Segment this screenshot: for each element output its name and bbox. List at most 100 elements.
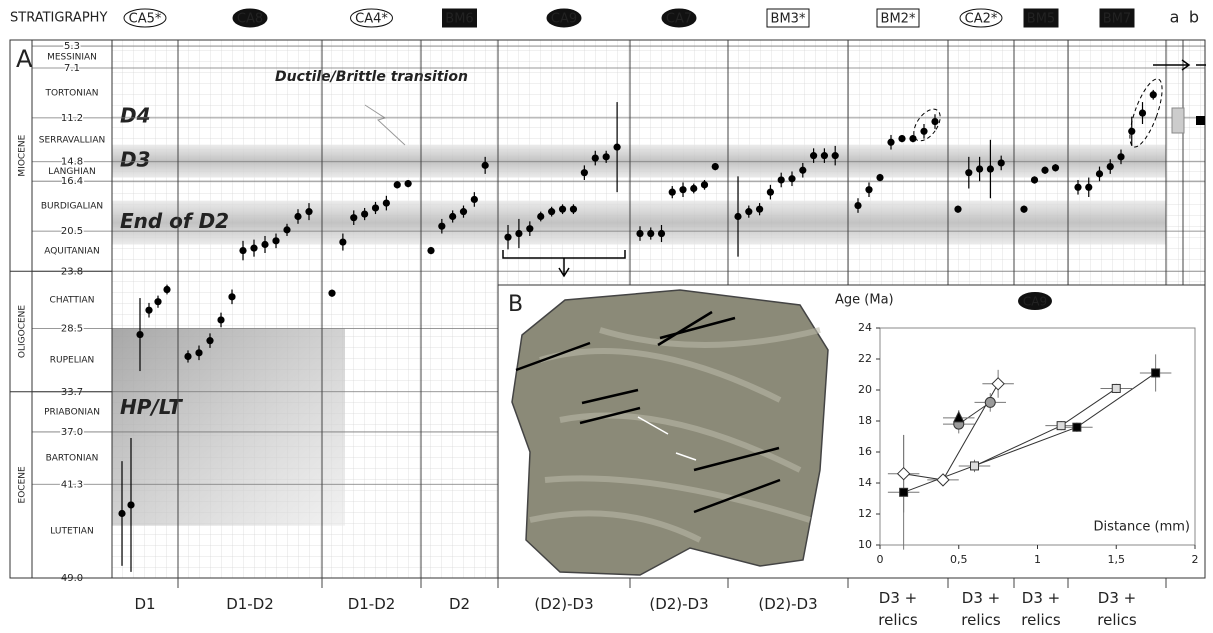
age-point <box>745 208 753 216</box>
age-point <box>250 244 258 252</box>
age-point <box>569 205 578 213</box>
data-point <box>1111 383 1121 393</box>
sample-name: CA2* <box>965 12 998 27</box>
symbol <box>1171 107 1185 134</box>
age-point <box>580 169 588 177</box>
annotation-line <box>364 104 406 146</box>
data-point <box>899 487 909 497</box>
age-point <box>810 152 818 160</box>
y-tick-label: 12 <box>858 507 872 520</box>
y-tick-label: 7.1 <box>64 63 80 74</box>
y-tick-label: 28.5 <box>61 323 83 334</box>
age-point <box>195 349 203 357</box>
age-point <box>261 240 269 249</box>
age-point <box>679 186 687 194</box>
age-point <box>1138 109 1147 117</box>
age-point <box>920 127 928 135</box>
panel-label: B <box>508 292 523 317</box>
age-point <box>734 212 742 221</box>
age-point <box>118 509 126 518</box>
age-point <box>470 195 478 204</box>
age-point <box>272 237 280 245</box>
shear-zone <box>657 310 713 347</box>
stage-label: BARTONIAN <box>46 454 99 464</box>
age-point <box>1041 166 1049 174</box>
y-tick-label: 14.8 <box>61 157 83 168</box>
shear-zone <box>693 478 781 514</box>
stage-label: RUPELIAN <box>50 356 95 366</box>
data-point <box>984 396 996 408</box>
deformation-label: D1 <box>134 595 156 613</box>
age-point <box>404 180 412 188</box>
age-point <box>504 233 512 241</box>
data-point <box>1056 421 1066 431</box>
shear-zone <box>693 446 780 472</box>
y-tick-label: 14 <box>858 476 872 489</box>
age-point <box>711 162 719 171</box>
y-tick-label: 20.5 <box>61 226 83 237</box>
age-point <box>647 229 655 238</box>
age-point <box>909 134 917 143</box>
age-point <box>865 186 873 194</box>
y-tick-label: 37.0 <box>61 427 83 438</box>
age-point <box>700 181 709 189</box>
sample-badge <box>442 8 477 28</box>
age-point <box>154 298 162 306</box>
age-point <box>777 176 785 184</box>
deformation-label: (D2)-D3 <box>534 595 594 613</box>
y-tick-label: 41.3 <box>61 479 83 490</box>
foliation <box>529 510 702 543</box>
sample-badge <box>350 8 393 28</box>
age-point <box>931 117 939 126</box>
stage-label: PRIABONIAN <box>44 407 100 417</box>
age-point <box>1106 162 1114 171</box>
symbol <box>1196 116 1205 125</box>
data-point <box>896 466 911 481</box>
age-point <box>854 201 862 210</box>
age-point <box>350 214 358 222</box>
age-point <box>136 330 144 339</box>
panel-label: A <box>16 45 33 73</box>
shear-zone <box>515 341 591 372</box>
data-point <box>936 473 950 487</box>
sample-track <box>637 416 697 461</box>
age-point <box>239 246 247 255</box>
age-point <box>602 153 610 161</box>
sample-name: BM3* <box>771 12 806 27</box>
sample-name: CA8 <box>237 12 263 27</box>
age-point <box>788 175 796 183</box>
age-point <box>1051 164 1060 172</box>
deformation-label: D2 <box>448 595 471 613</box>
shear-zone <box>659 316 736 340</box>
rock-sample <box>511 289 829 576</box>
age-point <box>1128 127 1136 135</box>
age-point <box>954 205 962 213</box>
x-tick-label: 2 <box>1192 553 1199 566</box>
shear-zone <box>579 406 641 425</box>
age-point <box>591 154 599 162</box>
highlight <box>1129 78 1163 148</box>
deformation-label: D3 + relics <box>961 589 1001 629</box>
age-point <box>876 173 884 182</box>
age-point <box>537 212 545 221</box>
column-header: a <box>1170 8 1180 27</box>
y-tick-label: 16.4 <box>61 176 83 187</box>
age-point <box>481 161 489 169</box>
y-axis-label: Age (Ma) <box>835 293 894 308</box>
deformation-label: D1-D2 <box>226 595 274 613</box>
foliation <box>539 348 782 403</box>
sample-name: CA5* <box>129 12 162 27</box>
data-point <box>1151 368 1161 378</box>
panel-b: B 10 12 14 16 18 20 22 24 0 0,5 1 1,5 2 Age (Ma) Distan… <box>497 284 1206 579</box>
arrow <box>1153 59 1191 71</box>
age-point <box>328 289 336 297</box>
age-point <box>1030 176 1039 184</box>
sample-name: CA7 <box>666 12 692 27</box>
stage-label: MESSINIAN <box>47 53 97 63</box>
age-point <box>294 212 302 221</box>
age-point <box>361 210 369 218</box>
age-point <box>799 166 807 174</box>
sample-name: BM7 <box>1103 12 1131 27</box>
y-tick-label: 5.3 <box>64 41 80 52</box>
